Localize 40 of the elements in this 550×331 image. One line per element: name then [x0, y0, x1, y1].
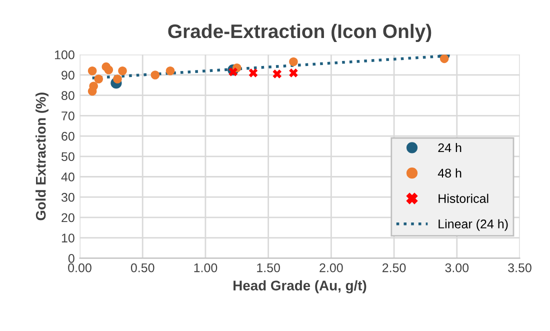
- legend-label: 48 h: [438, 168, 462, 178]
- point: [289, 68, 298, 78]
- y-tick-label: 60: [62, 132, 74, 141]
- x-tick-label: 0.50: [130, 263, 154, 272]
- point: [440, 54, 449, 64]
- y-tick-label: 30: [61, 192, 74, 202]
- y-tick-label: 50: [61, 152, 74, 162]
- point: [289, 57, 298, 66]
- point: [113, 74, 122, 84]
- x-tick-label: 2.00: [320, 263, 343, 272]
- y-tick-label: 80: [62, 91, 74, 100]
- y-tick-label: 0: [68, 254, 74, 263]
- legend-label: Linear (24 h): [438, 219, 508, 231]
- point: [88, 66, 97, 76]
- legend-label: 24 h: [438, 143, 462, 152]
- y-axis-title: Gold Extraction (%): [36, 92, 48, 220]
- point: [88, 86, 97, 96]
- point: [118, 66, 127, 76]
- x-axis-title: Head Grade (Au, g/t): [234, 280, 366, 294]
- x-tick-label: 3.50: [508, 263, 532, 272]
- point: [94, 74, 103, 84]
- x-tick-label: 2.50: [382, 263, 406, 272]
- y-tick-label: 20: [62, 213, 74, 222]
- point: [150, 70, 160, 80]
- point: [272, 70, 282, 78]
- y-tick-label: 100: [54, 50, 74, 60]
- chart-title: Grade-Extraction (Icon Only): [168, 24, 432, 42]
- x-tick-label: 1.50: [257, 263, 280, 272]
- legend-label: Historical: [438, 194, 488, 203]
- y-tick-label: 40: [61, 172, 74, 182]
- y-tick-label: 70: [62, 111, 74, 120]
- y-tick-label: 90: [62, 70, 74, 80]
- x-tick-label: 0.00: [68, 263, 92, 272]
- point: [228, 68, 238, 76]
- point: [248, 68, 258, 78]
- y-tick-label: 10: [62, 234, 74, 242]
- x-tick-label: 3.00: [445, 263, 469, 272]
- point: [166, 66, 175, 76]
- x-tick-label: 1.00: [194, 263, 218, 272]
- point: [104, 65, 114, 74]
